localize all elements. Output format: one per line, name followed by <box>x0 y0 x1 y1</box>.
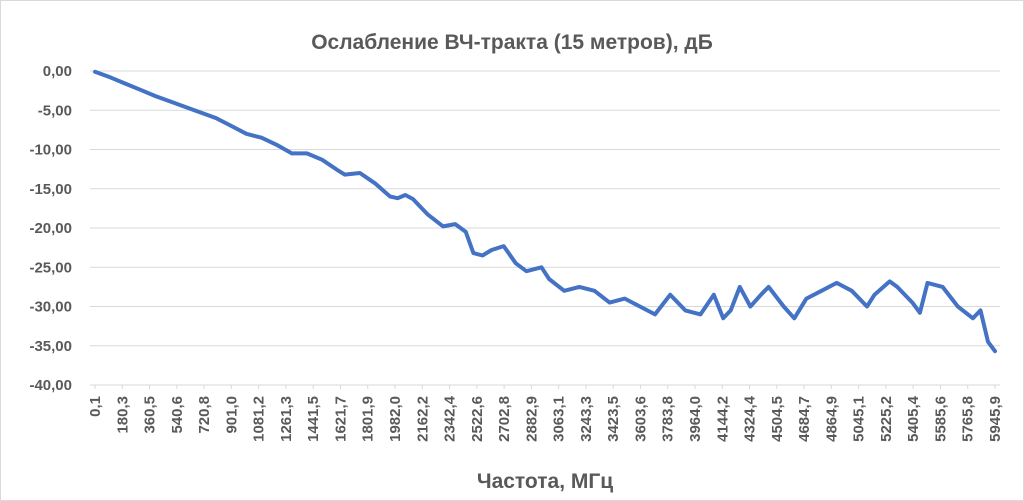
x-tick-label: 0,1 <box>87 396 104 417</box>
y-tick-label: -20,00 <box>29 220 72 237</box>
x-tick-label: 4504,5 <box>769 396 786 442</box>
y-tick-label: -15,00 <box>29 181 72 198</box>
x-tick-label: 3783,8 <box>660 396 677 442</box>
y-tick-label: -5,00 <box>38 102 72 119</box>
x-tick-label: 4864,9 <box>823 396 840 442</box>
x-tick-label: 2162,2 <box>414 396 431 442</box>
x-tick-label: 3243,3 <box>578 396 595 442</box>
x-tick-label: 180,3 <box>114 396 131 434</box>
x-tick-label: 5945,9 <box>987 396 1004 442</box>
x-tick-label: 5765,8 <box>960 396 977 442</box>
x-tick-label: 3603,6 <box>632 396 649 442</box>
x-tick-label: 1441,5 <box>305 396 322 442</box>
x-tick-label: 5045,1 <box>851 396 868 442</box>
y-tick-label: -40,00 <box>29 377 72 394</box>
y-tick-label: -30,00 <box>29 299 72 316</box>
x-tick-label: 901,0 <box>223 396 240 434</box>
x-tick-label: 720,8 <box>196 396 213 434</box>
x-tick-label: 3063,1 <box>551 396 568 442</box>
y-tick-label: 0,00 <box>43 63 72 80</box>
x-tick-label: 4324,4 <box>742 395 759 442</box>
chart-title: Ослабление ВЧ-тракта (15 метров), дБ <box>311 31 713 54</box>
x-tick-label: 1081,2 <box>251 396 268 442</box>
x-tick-label: 1261,3 <box>278 396 295 442</box>
x-tick-label: 2882,9 <box>523 396 540 442</box>
x-tick-label: 4144,2 <box>714 396 731 442</box>
data-line <box>93 69 997 354</box>
x-tick-label: 360,5 <box>142 396 159 434</box>
y-tick-label: -10,00 <box>29 142 72 159</box>
x-tick-label: 3423,5 <box>605 396 622 442</box>
x-tick-label: 3964,0 <box>687 396 704 442</box>
x-tick-label: 1982,0 <box>387 396 404 442</box>
x-tick-label: 540,6 <box>169 396 186 434</box>
x-tick-label: 4684,7 <box>796 396 813 442</box>
x-tick-label: 5225,2 <box>878 396 895 442</box>
y-tick-label: -35,00 <box>29 338 72 355</box>
x-tick-label: 1621,7 <box>332 396 349 442</box>
x-tick-label: 2522,6 <box>469 396 486 442</box>
x-tick-label: 2342,4 <box>442 395 459 442</box>
x-tick-label: 2702,8 <box>496 396 513 442</box>
x-tick-label: 5585,6 <box>932 396 949 442</box>
x-tick-label: 1801,9 <box>360 396 377 442</box>
y-tick-label: -25,00 <box>29 259 72 276</box>
x-axis-title: Частота, МГц <box>477 470 613 493</box>
x-tick-label: 5405,4 <box>905 395 922 442</box>
